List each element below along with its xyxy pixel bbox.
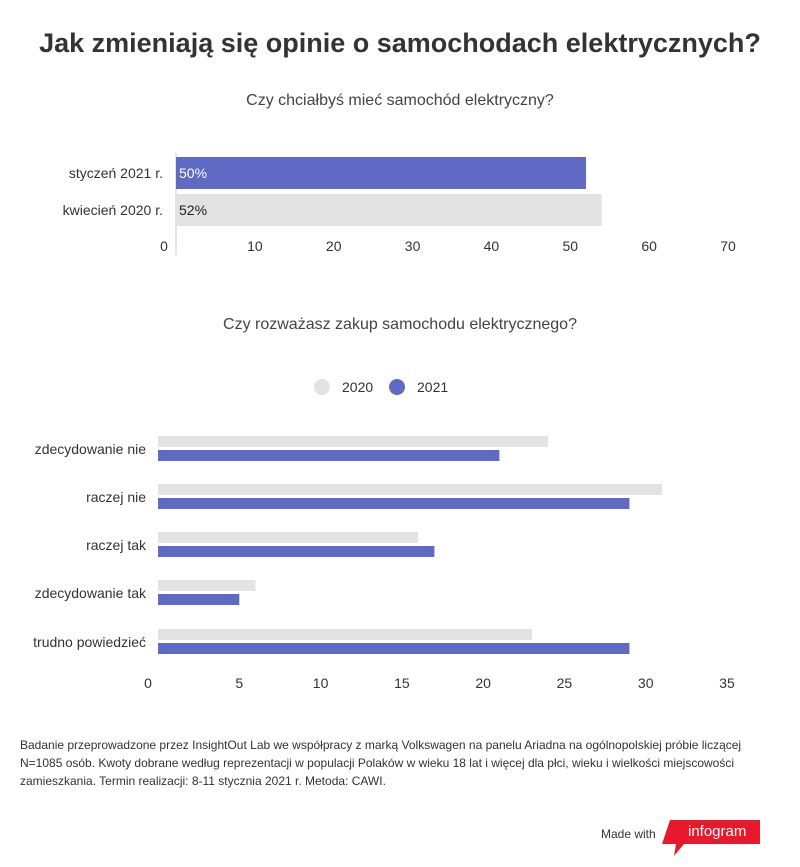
chart1-bar — [176, 194, 602, 226]
chart2-bar-2020 — [158, 629, 532, 640]
chart2-tick-label: 30 — [638, 675, 654, 691]
chart2-tick-label: 0 — [144, 675, 152, 691]
chart2-tick-label: 5 — [235, 675, 243, 691]
chart2-bar-2020 — [158, 532, 419, 543]
chart1-category-label: styczeń 2021 r. — [69, 165, 163, 181]
chart2-bar-2021 — [158, 546, 435, 557]
chart2-bar-2020 — [158, 580, 256, 591]
chart-2: 2020 2021 zdecydowanie nie raczej nie raczej… — [33, 379, 735, 691]
page-title: Jak zmieniają się opinie o samochodach e… — [39, 28, 761, 58]
chart2-bar-2021 — [158, 643, 630, 654]
legend-marker-2021 — [389, 379, 405, 395]
chart-1: styczeń 2021 r. 50% kwiecień 2020 r. 52% 0 10… — [63, 153, 736, 255]
chart2-tick-label: 35 — [719, 675, 735, 691]
chart1-bar — [176, 157, 587, 189]
chart1-data-label: 50% — [179, 165, 207, 181]
chart1-category-label: kwiecień 2020 r. — [63, 202, 163, 218]
chart1-tick-label: 10 — [247, 238, 263, 254]
chart2-title: Czy rozważasz zakup samochodu elektryczn… — [223, 316, 577, 333]
chart1-title: Czy chciałbyś mieć samochód elektryczny? — [246, 92, 554, 109]
legend-marker-2020 — [314, 379, 330, 395]
infogram-logo-icon[interactable] — [662, 820, 760, 856]
chart2-category-label: trudno powiedzieć — [33, 634, 146, 650]
legend-label-2021: 2021 — [417, 379, 448, 395]
chart2-category-label: raczej nie — [86, 489, 146, 505]
chart2-tick-label: 15 — [394, 675, 410, 691]
footnote: Badanie przeprowadzone przez InsightOut … — [20, 738, 742, 788]
chart1-tick-label: 40 — [484, 238, 500, 254]
chart1-data-label: 52% — [179, 202, 207, 218]
chart1-tick-label: 20 — [326, 238, 342, 254]
chart2-tick-label: 10 — [313, 675, 329, 691]
legend-label-2020: 2020 — [342, 379, 373, 395]
chart2-bar-2021 — [158, 450, 500, 461]
infogram-logo-text[interactable]: infogram — [688, 823, 747, 840]
chart2-bar-2020 — [158, 484, 662, 495]
chart2-category-label: raczej tak — [86, 537, 147, 553]
chart2-tick-label: 25 — [557, 675, 573, 691]
chart1-tick-label: 60 — [641, 238, 657, 254]
chart1-tick-label: 0 — [160, 238, 168, 254]
chart2-tick-label: 20 — [475, 675, 491, 691]
chart2-category-label: zdecydowanie tak — [35, 585, 147, 601]
chart2-bar-2020 — [158, 436, 549, 447]
chart1-tick-label: 70 — [720, 238, 736, 254]
chart2-bar-2021 — [158, 498, 630, 509]
chart2-bar-2021 — [158, 594, 240, 605]
chart1-tick-label: 30 — [405, 238, 421, 254]
chart1-tick-label: 50 — [562, 238, 578, 254]
chart2-category-label: zdecydowanie nie — [35, 441, 147, 457]
made-with-label: Made with — [601, 827, 656, 841]
